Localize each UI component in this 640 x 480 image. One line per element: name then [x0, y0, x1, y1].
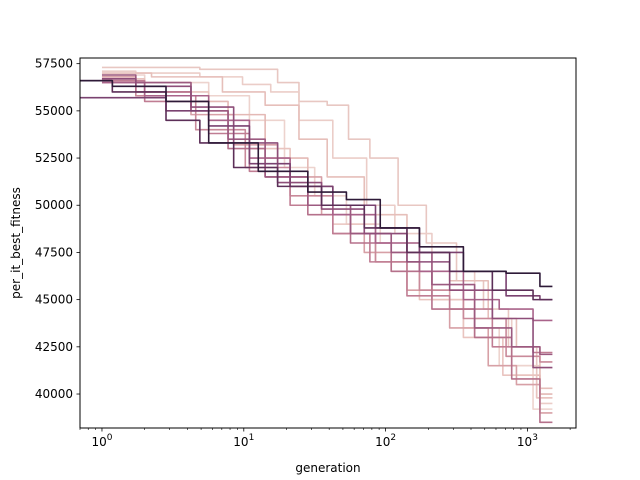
y-tick-label: 40000 [35, 387, 73, 401]
x-axis-label: generation [295, 461, 360, 475]
y-tick-label: 42500 [35, 340, 73, 354]
y-tick-label: 52500 [35, 151, 73, 165]
x-axis: 100 101 102 103 [79, 428, 571, 449]
series-line-16 [80, 79, 553, 288]
y-tick-label: 50000 [35, 198, 73, 212]
plot-frame [79, 57, 577, 429]
y-tick-label: 57500 [35, 57, 73, 71]
y-axis: 40000 42500 45000 47500 50000 52500 55000 57500 [35, 57, 80, 401]
x-tick-label: 103 [517, 433, 538, 449]
x-tick-label: 101 [233, 433, 254, 449]
x-tick-label: 100 [91, 433, 112, 449]
x-tick-label: 102 [375, 433, 396, 449]
y-tick-label: 47500 [35, 245, 73, 259]
y-tick-label: 45000 [35, 293, 73, 307]
y-tick-label: 55000 [35, 104, 73, 118]
series-layer [80, 66, 553, 424]
y-axis-label: per_it_best_fitness [9, 187, 23, 299]
